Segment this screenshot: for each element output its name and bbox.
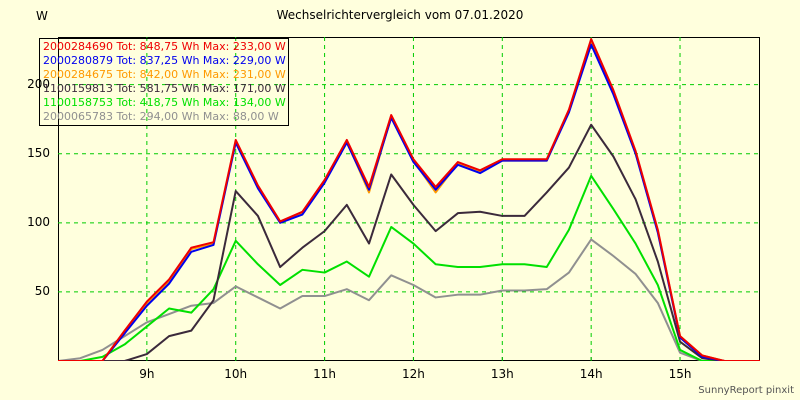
y-axis-tick-label: 100 [27,214,50,229]
x-axis-tick-label-10h: 10h [224,367,248,381]
plot-frame [58,37,760,361]
x-axis-tick-label-12h: 12h [402,367,425,381]
legend-item-1100158753: 1100158753 Tot: 418,75 Wh Max: 134,00 W [43,96,286,109]
series-line-2000280879 [58,43,760,361]
x-axis-tick-label-14h: 14h [579,367,603,381]
legend-item-2000280879: 2000280879 Tot: 837,25 Wh Max: 229,00 W [43,54,286,67]
x-axis-tick-label-13h: 13h [490,367,514,381]
legend-item-2000065783: 2000065783 Tot: 294,00 Wh Max: 88,00 W [43,110,279,123]
x-axis-tick-label-15h: 15h [668,367,692,381]
y-axis-unit-label: W [36,9,48,23]
legend-item-1100159813: 1100159813 Tot: 581,75 Wh Max: 171,00 W [43,82,286,95]
legend-item-2000284690: 2000284690 Tot: 848,75 Wh Max: 233,00 W [43,40,286,53]
legend-item-2000284675: 2000284675 Tot: 842,00 Wh Max: 231,00 W [43,68,286,81]
series-line-1100159813 [58,123,760,361]
series-line-2000065783 [58,238,760,361]
series-line-1100158753 [58,174,760,361]
watermark-label: SunnyReport pinxit [698,385,794,396]
y-axis-tick-label: 150 [27,145,50,160]
x-axis-tick-label-9h: 9h [139,367,155,381]
y-axis-tick-label: 200 [27,76,50,91]
y-axis-tick-label: 50 [34,283,50,298]
x-axis-tick-label-11h: 11h [313,367,337,381]
plot-canvas [58,37,760,361]
chart-title: Wechselrichtervergleich vom 07.01.2020 [276,8,524,22]
series-line-2000284690 [58,38,760,361]
